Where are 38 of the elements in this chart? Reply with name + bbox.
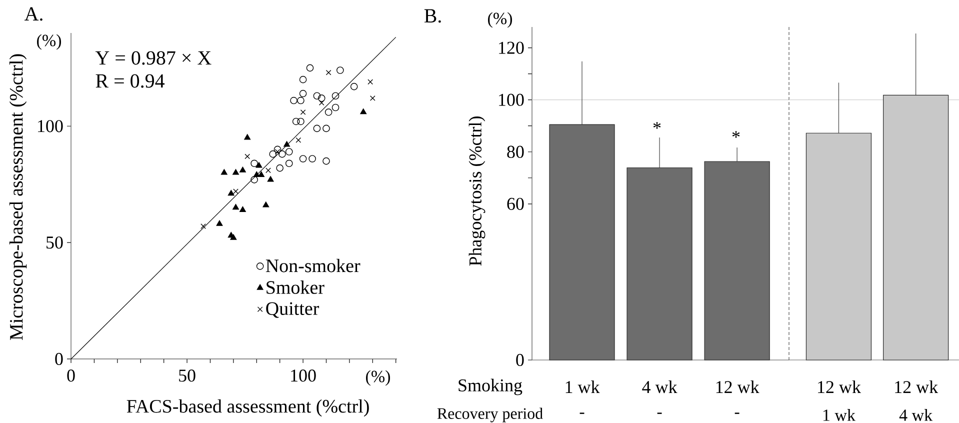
text: -: [657, 412, 662, 414]
y-tick-label: 0: [516, 354, 524, 366]
x-tick-label: 12 wk: [716, 380, 760, 394]
text: 1 wk: [823, 409, 856, 421]
text: 4 wk: [899, 409, 933, 421]
y-tick-label: 80: [507, 146, 524, 158]
annotation: R = 0.94: [96, 74, 165, 88]
text: (%): [488, 12, 512, 28]
y-tick-label: 100: [499, 94, 524, 106]
x-tick-label: 0: [67, 370, 75, 382]
text: (%): [366, 370, 390, 386]
chart-title: B.: [424, 9, 441, 23]
x-tick-label: 12 wk: [895, 380, 938, 394]
y-axis-title: Microscope-based assessment (%ctrl): [9, 54, 27, 340]
annotation: Y = 0.987 × X: [95, 51, 212, 65]
annotation: *: [732, 131, 740, 138]
annotation: *: [653, 122, 661, 129]
x-tick-label: 1 wk: [566, 380, 600, 394]
text: Smoking: [458, 378, 522, 396]
x-tick-label: 4 wk: [642, 380, 678, 394]
text: (%): [37, 34, 62, 50]
y-tick-label: 50: [46, 236, 63, 249]
y-tick-label: 100: [38, 120, 63, 132]
y-axis-title: Phagocytosis (%ctrl): [468, 116, 486, 266]
x-tick-label: 12 wk: [818, 380, 861, 394]
y-tick-label: 60: [507, 198, 524, 210]
legend-label: Quitter: [266, 302, 320, 318]
y-tick-label: 0: [55, 352, 63, 366]
y-tick-label: 120: [499, 42, 524, 54]
legend-label: Smoker: [266, 280, 324, 294]
text: -: [734, 412, 740, 414]
x-tick-label: 50: [179, 370, 196, 382]
x-axis-title: FACS-based assessment (%ctrl): [126, 399, 369, 417]
text: Recovery period: [437, 408, 543, 422]
x-tick-label: 100: [291, 370, 316, 382]
legend-label: Non-smoker: [266, 258, 360, 272]
text: -: [580, 412, 584, 414]
chart-title: A.: [24, 7, 42, 21]
